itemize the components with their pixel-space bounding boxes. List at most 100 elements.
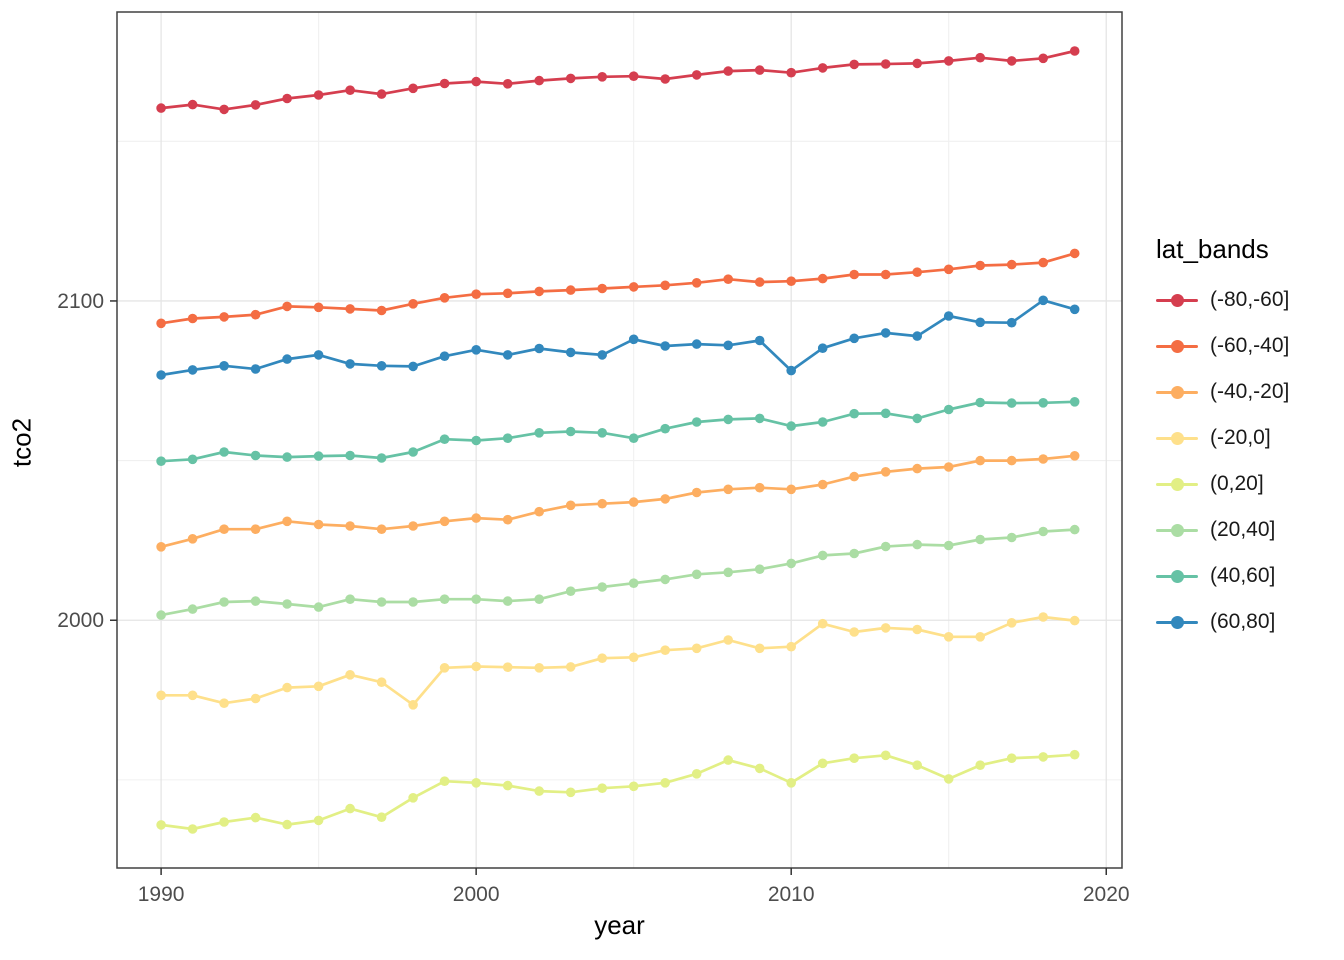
data-point <box>1038 398 1048 408</box>
data-point <box>597 283 607 294</box>
data-point <box>187 690 198 701</box>
data-point <box>880 269 891 280</box>
data-point <box>723 340 733 351</box>
grid-major <box>117 12 1122 868</box>
data-point <box>660 74 670 84</box>
data-point <box>628 578 639 588</box>
data-point <box>187 604 198 614</box>
data-point <box>975 760 985 770</box>
data-point <box>754 277 765 287</box>
data-point <box>282 682 292 693</box>
data-point <box>156 542 166 552</box>
data-point <box>345 450 355 461</box>
legend-title: lat_bands <box>1156 234 1269 264</box>
legend-item-(0,20]: (0,20] <box>1156 472 1289 495</box>
data-point <box>408 793 418 803</box>
data-point <box>282 599 292 609</box>
data-point <box>408 447 418 457</box>
series-line <box>160 49 1076 111</box>
y-axis-title: tco2 <box>6 417 37 468</box>
data-point <box>1038 526 1048 537</box>
data-point <box>691 417 702 427</box>
data-point <box>471 435 482 446</box>
data-point <box>754 65 765 75</box>
data-point <box>250 524 261 534</box>
data-point <box>912 58 922 69</box>
data-point <box>754 413 765 424</box>
legend-key-icon <box>1156 611 1198 633</box>
data-point <box>817 479 828 490</box>
data-point <box>408 700 418 710</box>
data-point <box>439 351 450 362</box>
data-point <box>534 343 544 354</box>
data-point <box>534 594 544 604</box>
data-point <box>502 288 513 299</box>
data-point <box>250 693 261 704</box>
data-point <box>880 328 891 338</box>
data-point <box>754 643 765 654</box>
series-line <box>160 753 1075 831</box>
data-point <box>187 454 198 465</box>
data-point <box>1006 753 1017 763</box>
data-point <box>187 534 198 544</box>
series-(40,60] <box>156 397 1080 467</box>
legend-item-(-20,0]: (-20,0] <box>1156 426 1289 449</box>
x-tick-labels: 1990 2000 2010 2020 <box>138 883 1130 906</box>
legend-key-icon <box>1156 565 1198 587</box>
data-point <box>565 73 576 84</box>
data-point <box>156 370 166 380</box>
data-point <box>439 663 450 673</box>
data-point <box>660 280 670 291</box>
data-point <box>502 433 513 444</box>
data-point <box>471 345 482 355</box>
data-point <box>912 539 922 550</box>
data-point <box>912 463 922 474</box>
data-point <box>471 76 482 87</box>
data-point <box>975 455 985 466</box>
data-point <box>219 817 229 827</box>
data-point <box>345 803 355 814</box>
legend-key-icon <box>1156 473 1198 495</box>
data-point <box>975 52 985 63</box>
data-point <box>345 359 355 369</box>
legend-label: (60,80] <box>1210 610 1276 633</box>
data-point <box>660 574 670 585</box>
data-point <box>660 423 670 434</box>
data-point <box>471 594 482 604</box>
data-point <box>439 594 450 604</box>
data-point <box>219 361 229 371</box>
data-point <box>565 586 576 596</box>
data-point <box>691 643 702 654</box>
data-point <box>975 632 985 642</box>
svg-text:2100: 2100 <box>57 290 104 313</box>
legend-label: (-60,-40] <box>1210 334 1290 357</box>
data-point <box>187 313 198 324</box>
data-point <box>943 56 954 66</box>
data-point <box>943 774 954 784</box>
data-point <box>313 350 324 360</box>
data-point <box>313 815 324 826</box>
data-point <box>282 354 292 364</box>
data-point <box>534 506 544 517</box>
data-point <box>1006 317 1017 328</box>
data-point <box>534 286 544 297</box>
data-point <box>912 331 922 341</box>
data-point <box>975 260 985 271</box>
data-point <box>691 569 702 580</box>
data-point <box>471 289 482 300</box>
data-point <box>250 309 261 320</box>
data-point <box>439 293 450 303</box>
data-point <box>1069 397 1080 407</box>
data-point <box>880 467 891 477</box>
data-point <box>502 514 513 525</box>
data-point <box>502 662 513 672</box>
data-point <box>1006 398 1017 408</box>
data-point <box>534 786 544 796</box>
series-line <box>160 454 1075 549</box>
data-point <box>313 90 324 100</box>
data-point <box>565 426 576 437</box>
data-point <box>439 434 450 445</box>
data-point <box>1069 749 1080 760</box>
data-point <box>250 596 261 606</box>
